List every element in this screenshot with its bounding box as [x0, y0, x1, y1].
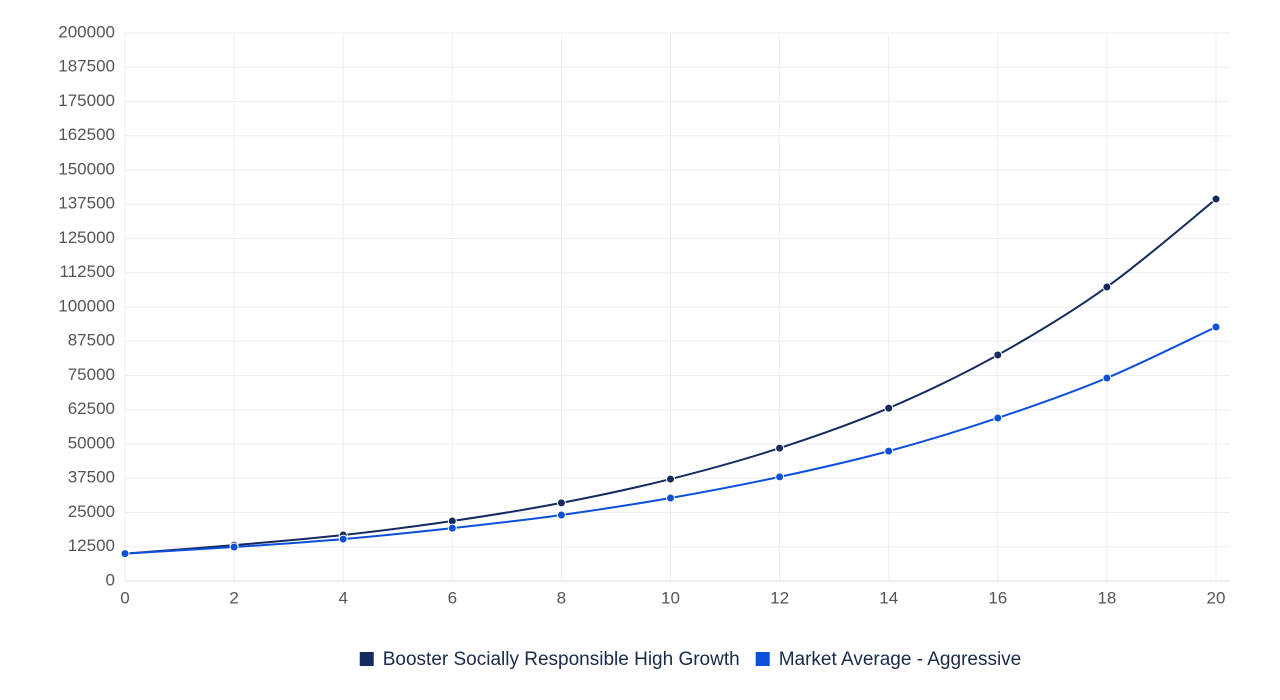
x-tick-label: 10 — [661, 588, 680, 607]
x-tick-label: 12 — [770, 588, 789, 607]
y-tick-label: 75000 — [68, 365, 115, 384]
legend-label: Booster Socially Responsible High Growth — [383, 649, 740, 670]
data-point — [338, 534, 348, 544]
series-line — [124, 198, 1217, 555]
y-tick-label: 0 — [106, 570, 115, 589]
data-point — [775, 472, 785, 482]
data-point — [1211, 322, 1221, 332]
legend-label: Market Average - Aggressive — [779, 649, 1022, 670]
data-point — [666, 493, 675, 503]
x-tick-label: 0 — [120, 588, 129, 607]
y-tick-label: 87500 — [68, 331, 115, 350]
x-tick-label: 6 — [448, 588, 457, 607]
x-tick-label: 8 — [557, 588, 566, 607]
y-tick-label: 112500 — [60, 262, 115, 281]
data-point — [229, 542, 239, 552]
y-tick-label: 50000 — [68, 433, 115, 452]
y-tick-label: 150000 — [58, 159, 115, 178]
data-point — [120, 549, 130, 559]
x-tick-label: 16 — [988, 588, 1007, 607]
data-point — [884, 403, 894, 413]
data-point — [1102, 373, 1112, 383]
x-tick-label: 2 — [229, 588, 238, 607]
y-tick-label: 12500 — [68, 536, 115, 555]
legend-swatch — [359, 652, 374, 666]
data-point — [884, 446, 894, 456]
y-tick-label: 125000 — [58, 228, 115, 247]
y-tick-label: 187500 — [58, 57, 115, 76]
y-tick-label: 162500 — [58, 125, 115, 144]
data-point — [556, 498, 566, 508]
x-tick-label: 4 — [338, 588, 347, 607]
legend: Booster Socially Responsible High Growth… — [359, 649, 1022, 670]
data-point — [1211, 194, 1221, 204]
x-tick-label: 20 — [1207, 588, 1226, 607]
y-tick-label: 100000 — [58, 296, 115, 315]
y-tick-label: 37500 — [68, 468, 115, 487]
y-tick-label: 200000 — [58, 22, 115, 41]
y-tick-label: 175000 — [58, 91, 115, 110]
x-tick-label: 14 — [879, 588, 898, 607]
y-tick-label: 137500 — [58, 194, 115, 213]
data-point — [447, 523, 457, 533]
data-point — [556, 510, 566, 520]
data-point — [775, 443, 785, 453]
data-point — [993, 413, 1003, 423]
y-tick-label: 62500 — [68, 399, 115, 418]
x-tick-label: 18 — [1097, 588, 1116, 607]
data-point — [993, 350, 1003, 360]
data-point — [666, 474, 675, 484]
data-point — [1102, 282, 1112, 292]
y-tick-label: 25000 — [68, 502, 115, 521]
legend-swatch — [755, 652, 770, 666]
